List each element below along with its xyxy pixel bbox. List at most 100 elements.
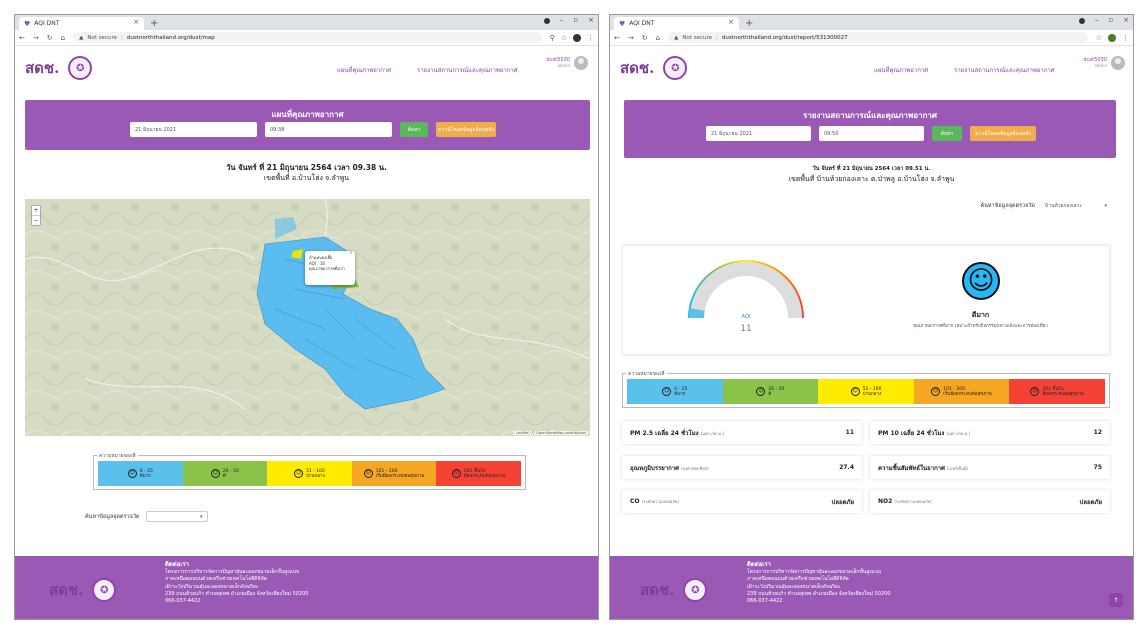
legend-row: ☺ 0 - 25 ดีมาก ☺ 26 - 50 ดี ☺ 51 - 100 ปานกลาง ☹ 1… (98, 461, 521, 486)
footer-contact: ติดต่อเรา โครงการการบริหารจัดการปัญหาฝุ่… (165, 561, 309, 605)
color-legend: ความหมายของสี ☺ 0 - 25 ดีมาก ☺ 26 - 50 ดี ☺ 51 … (93, 452, 526, 490)
smiley-face-icon: ☺ (962, 262, 1000, 300)
aqi-status-desc: คุณภาพอากาศดีมาก เหมาะสำหรับกิจกรรมกลางแ… (913, 324, 1048, 329)
zoom-lens-icon[interactable]: ⚲ (549, 33, 555, 42)
stat-value: ปลอดภัย (831, 498, 854, 506)
map-canvas[interactable] (25, 199, 590, 436)
profile-dot-icon[interactable] (1078, 18, 1085, 24)
home-icon[interactable]: ⌂ (655, 33, 661, 42)
page-banner: รายงานสถานการณ์และคุณภาพอากาศ 21 มิถุนาย… (624, 100, 1116, 158)
export-button[interactable]: ดาวน์โหลดข้อมูลย้อนหลัง (970, 126, 1036, 141)
tab-close-icon[interactable]: × (728, 18, 734, 26)
zoom-out-button[interactable]: − (33, 217, 39, 224)
close-window-icon[interactable]: × (588, 16, 594, 24)
search-button[interactable]: ค้นหา (932, 126, 962, 141)
zoom-in-button[interactable]: + (32, 207, 40, 216)
search-button[interactable]: ค้นหา (400, 122, 428, 137)
address-field[interactable]: ▲ Not secure | dustnorththailand.org/dus… (73, 32, 542, 43)
legend-range: 26 - 50 (222, 468, 239, 474)
favicon-icon: ♥ (619, 19, 626, 28)
minimize-icon[interactable]: – (1094, 16, 1099, 24)
reload-icon[interactable]: ↻ (641, 33, 648, 42)
minimize-icon[interactable]: – (559, 16, 564, 24)
forward-icon[interactable]: → (32, 33, 39, 42)
avatar[interactable] (1111, 56, 1125, 70)
map-attribution[interactable]: Leaflet | © OpenStreetMap contributors (514, 431, 588, 435)
forward-icon[interactable]: → (627, 33, 634, 42)
nav-map-link[interactable]: แผนที่คุณภาพอากาศ (874, 67, 929, 74)
bookmark-star-icon[interactable]: ☆ (1095, 33, 1102, 42)
date-input[interactable]: 21 มิถุนายน 2021 (130, 122, 257, 137)
time-input[interactable]: 09:38 (265, 122, 392, 137)
footer-logo-text: สดช. (49, 581, 84, 599)
profile-dot-icon[interactable] (543, 18, 550, 24)
back-to-top-button[interactable]: ↑ (1109, 593, 1123, 607)
user-menu[interactable]: dust5030 admin (1083, 56, 1125, 70)
stat-label: อุณหภูมิบรรยากาศ (630, 464, 679, 472)
legend-desc: มีผลกระทบต่อสุขภาพ (463, 473, 506, 479)
nav-report-link[interactable]: รายงานสถานการณ์และคุณภาพอากาศ (954, 67, 1055, 74)
footer-line: 066-037-4422 (747, 598, 783, 605)
reload-icon[interactable]: ↻ (46, 33, 53, 42)
profile-icon[interactable] (573, 33, 581, 42)
new-tab-button[interactable]: + (150, 18, 159, 29)
site-header: สดช. ✪ แผนที่คุณภาพอากาศ รายงานสถานการณ์… (610, 46, 1133, 90)
close-window-icon[interactable]: × (1123, 16, 1129, 24)
legend-desc: ปานกลาง (862, 391, 882, 397)
air-quality-map[interactable]: + − × บ้านหนองเฮี้ย AQI : 16 คุณภาพอากาศ… (25, 199, 590, 436)
back-icon[interactable]: ← (614, 33, 620, 42)
aqi-gauge (688, 260, 804, 319)
bookmark-star-icon[interactable]: ☆ (560, 33, 567, 42)
export-button[interactable]: ดาวน์โหลดข้อมูลย้อนหลัง (436, 122, 496, 137)
station-select[interactable]: บ้านห้วยกองเลาะ ▾ (1041, 200, 1111, 211)
site-page: สดช. ✪ แผนที่คุณภาพอากาศ รายงานสถานการณ์… (610, 46, 1133, 619)
browser-tab[interactable]: ♥ AQI DNT × (19, 17, 144, 30)
url-text: dustnorththailand.org/dust/map (126, 34, 215, 41)
avatar[interactable] (574, 56, 588, 70)
menu-dots-icon[interactable]: ⋮ (587, 33, 594, 42)
gauge-fill (690, 308, 705, 319)
extension-icon[interactable] (1108, 33, 1116, 42)
site-logo[interactable]: สดช. ✪ (25, 56, 93, 80)
legend-text: 51 - 100 ปานกลาง (306, 469, 325, 479)
new-tab-button[interactable]: + (745, 18, 754, 29)
menu-dots-icon[interactable]: ⋮ (1122, 33, 1129, 42)
date-input[interactable]: 21 มิถุนายน 2021 (706, 126, 811, 141)
footer-line: ภาคเหนือตอนบนด้วยเครือข่ายเทคโนโลยีดิจิท… (165, 576, 267, 583)
page-title: แผนที่คุณภาพอากาศ (271, 110, 344, 119)
popup-close-icon[interactable]: × (348, 250, 353, 256)
back-icon[interactable]: ← (19, 33, 25, 42)
footer-logo-text: สดช. (640, 581, 675, 599)
tab-title: AQI DNT (629, 20, 655, 27)
station-marker-yellow[interactable] (291, 249, 303, 259)
user-menu[interactable]: dust5030 admin (546, 56, 588, 70)
maximize-icon[interactable]: ▫ (1108, 16, 1114, 24)
footer-line: 239 ถนนห้วยแก้ว ตำบลสุเทพ อำเภอเมือง จัง… (747, 590, 891, 597)
footer-seal-icon: ✪ (92, 578, 117, 602)
site-footer: สดช. ✪ ติดต่อเรา โครงการการบริหารจัดการป… (610, 556, 1133, 619)
legend-face-icon: ☺ (850, 387, 860, 396)
maximize-icon[interactable]: ▫ (573, 16, 579, 24)
stat-value: 27.4 (839, 464, 854, 471)
legend-text: 0 - 25 ดีมาก (674, 387, 687, 397)
chevron-down-icon: ▾ (200, 513, 203, 520)
nav-report-link[interactable]: รายงานสถานการณ์และคุณภาพอากาศ (417, 67, 518, 74)
time-input[interactable]: 09:50 (819, 126, 924, 141)
aqi-value: 11 (740, 324, 752, 334)
address-field[interactable]: ▲ Not secure | dustnorththailand.org/dus… (668, 32, 1088, 43)
browser-tab[interactable]: ♥ AQI DNT × (614, 17, 739, 30)
station-select[interactable]: ▾ (145, 511, 208, 522)
color-legend: ความหมายของสี ☺ 0 - 25 ดีมาก ☺ 26 - 50 ดี ☺ 51 … (622, 370, 1110, 408)
nav-map-link[interactable]: แผนที่คุณภาพอากาศ (337, 67, 392, 74)
user-name: dust5030 (546, 57, 570, 63)
seal-icon: ✪ (68, 56, 93, 80)
home-icon[interactable]: ⌂ (60, 33, 66, 42)
map-popup: × บ้านหนองเฮี้ย AQI : 16 คุณภาพอากาศดีมา… (305, 250, 355, 285)
site-logo[interactable]: สดช. ✪ (620, 56, 688, 80)
legend-item: ☹ 101 - 200 เริ่มมีผลกระทบต่อสุขภาพ (351, 461, 437, 486)
legend-desc: เริ่มมีผลกระทบต่อสุขภาพ (375, 473, 425, 479)
tab-close-icon[interactable]: × (133, 18, 139, 26)
stat-card-co: CO (ระดับความปลอดภัย) ปลอดภัย (622, 490, 862, 513)
footer-line: โครงการการบริหารจัดการปัญหาฝุ่นละอองขนาด… (165, 569, 300, 576)
stat-unit: (ระดับความปลอดภัย) (894, 499, 932, 504)
